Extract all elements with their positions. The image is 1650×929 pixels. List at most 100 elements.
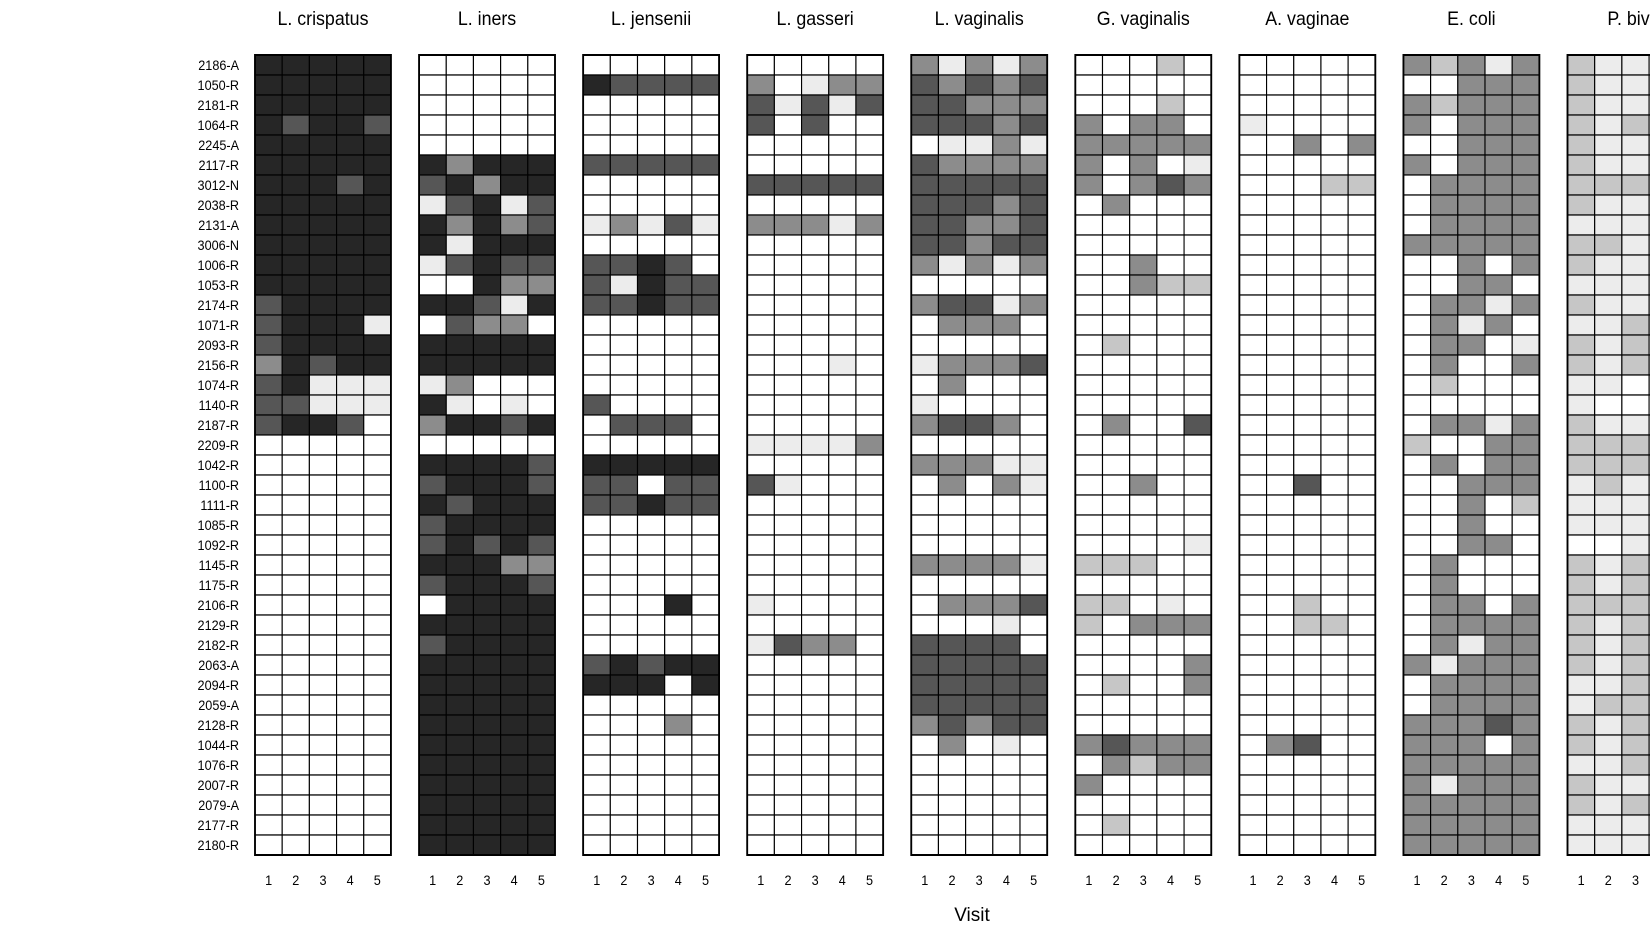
- heatmap-cell: [1320, 534, 1349, 556]
- heatmap-cell: [472, 114, 502, 136]
- visit-tick-label: 5: [1194, 873, 1201, 888]
- heatmap-cell: [281, 114, 310, 136]
- heatmap-cell: [1457, 54, 1486, 76]
- heatmap-cell: [691, 694, 720, 716]
- heatmap-cell: [336, 494, 365, 516]
- heatmap-cell: [1019, 574, 1048, 596]
- sample-label: 1145-R: [198, 558, 239, 573]
- heatmap-cell: [254, 814, 283, 836]
- heatmap-cell: [828, 74, 857, 96]
- heatmap-cell: [1074, 94, 1104, 116]
- heatmap-cell: [937, 534, 967, 556]
- heatmap-cell: [1430, 734, 1459, 756]
- heatmap-cell: [855, 654, 884, 676]
- heatmap-cell: [1266, 574, 1295, 596]
- visit-tick-label: 1: [921, 873, 928, 888]
- heatmap-cell: [363, 714, 392, 736]
- heatmap-cell: [855, 594, 884, 616]
- heatmap-cell: [445, 534, 475, 556]
- heatmap-cell: [582, 214, 611, 236]
- heatmap-cell: [500, 414, 529, 436]
- heatmap-cell: [828, 294, 857, 316]
- heatmap-cell: [773, 634, 803, 656]
- heatmap-cell: [609, 454, 639, 476]
- heatmap-cell: [1347, 474, 1376, 496]
- heatmap-cell: [363, 174, 392, 196]
- visit-tick-label: 1: [1085, 873, 1092, 888]
- heatmap-cell: [582, 334, 611, 356]
- heatmap-cell: [691, 734, 720, 756]
- heatmap-cell: [308, 554, 338, 576]
- heatmap-cell: [472, 774, 502, 796]
- heatmap-cell: [254, 794, 283, 816]
- heatmap-cell: [1101, 374, 1131, 396]
- heatmap-cell: [1320, 834, 1349, 856]
- heatmap-cell: [1238, 634, 1268, 656]
- heatmap-cell: [1566, 494, 1596, 516]
- heatmap-cell: [445, 234, 475, 256]
- sample-label: 2181-R: [198, 98, 240, 113]
- heatmap-cell: [1621, 594, 1650, 616]
- heatmap-cell: [445, 214, 475, 236]
- heatmap-cell: [363, 194, 392, 216]
- heatmap-cell: [609, 514, 639, 536]
- heatmap-cell: [1074, 594, 1104, 616]
- heatmap-cell: [664, 754, 693, 776]
- heatmap-cell: [1621, 674, 1650, 696]
- heatmap-cell: [336, 314, 365, 336]
- heatmap-cell: [664, 674, 693, 696]
- heatmap-cell: [1621, 254, 1650, 276]
- heatmap-cell: [1101, 734, 1131, 756]
- heatmap-cell: [828, 274, 857, 296]
- heatmap-cell: [363, 634, 392, 656]
- heatmap-cell: [1566, 94, 1596, 116]
- heatmap-cell: [910, 454, 940, 476]
- heatmap-cell: [1594, 654, 1623, 676]
- heatmap-cell: [965, 194, 994, 216]
- panel-border: [1238, 54, 1377, 856]
- heatmap-cell: [1129, 734, 1158, 756]
- heatmap-cell: [801, 774, 830, 796]
- heatmap-cell: [527, 494, 556, 516]
- heatmap-cell: [1484, 514, 1513, 536]
- heatmap-cell: [363, 754, 392, 776]
- heatmap-cell: [1621, 134, 1650, 156]
- heatmap-cell: [691, 634, 720, 656]
- heatmap-cell: [1347, 834, 1376, 856]
- heatmap-cell: [1484, 194, 1513, 216]
- heatmap-cell: [609, 554, 639, 576]
- heatmap-cell: [254, 354, 283, 376]
- heatmap-cell: [1430, 754, 1459, 776]
- heatmap-cell: [801, 394, 830, 416]
- heatmap-cell: [1266, 614, 1295, 636]
- heatmap-cell: [609, 674, 639, 696]
- heatmap-cell: [855, 694, 884, 716]
- sample-label: 2059-A: [198, 698, 239, 713]
- heatmap-cell: [664, 774, 693, 796]
- heatmap-cell: [965, 174, 994, 196]
- heatmap-cell: [1457, 374, 1486, 396]
- heatmap-cell: [1594, 474, 1623, 496]
- heatmap-cell: [664, 634, 693, 656]
- heatmap-cell: [445, 834, 475, 856]
- heatmap-cell: [1566, 474, 1596, 496]
- heatmap-cell: [1129, 94, 1158, 116]
- heatmap-cell: [1074, 254, 1104, 276]
- heatmap-cell: [773, 294, 803, 316]
- heatmap-cell: [1566, 394, 1596, 416]
- heatmap-cell: [609, 434, 639, 456]
- heatmap-cell: [801, 474, 830, 496]
- heatmap-cell: [500, 154, 529, 176]
- heatmap-cell: [1402, 154, 1432, 176]
- heatmap-cell: [582, 674, 611, 696]
- sample-label: 2209-R: [198, 438, 240, 453]
- heatmap-cell: [746, 154, 775, 176]
- heatmap-cell: [1183, 214, 1212, 236]
- heatmap-cell: [1347, 534, 1376, 556]
- heatmap-cell: [1430, 334, 1459, 356]
- heatmap-cell: [773, 314, 803, 336]
- heatmap-cell: [1402, 714, 1432, 736]
- heatmap-cell: [1156, 374, 1185, 396]
- heatmap-cell: [801, 94, 830, 116]
- heatmap-cell: [773, 674, 803, 696]
